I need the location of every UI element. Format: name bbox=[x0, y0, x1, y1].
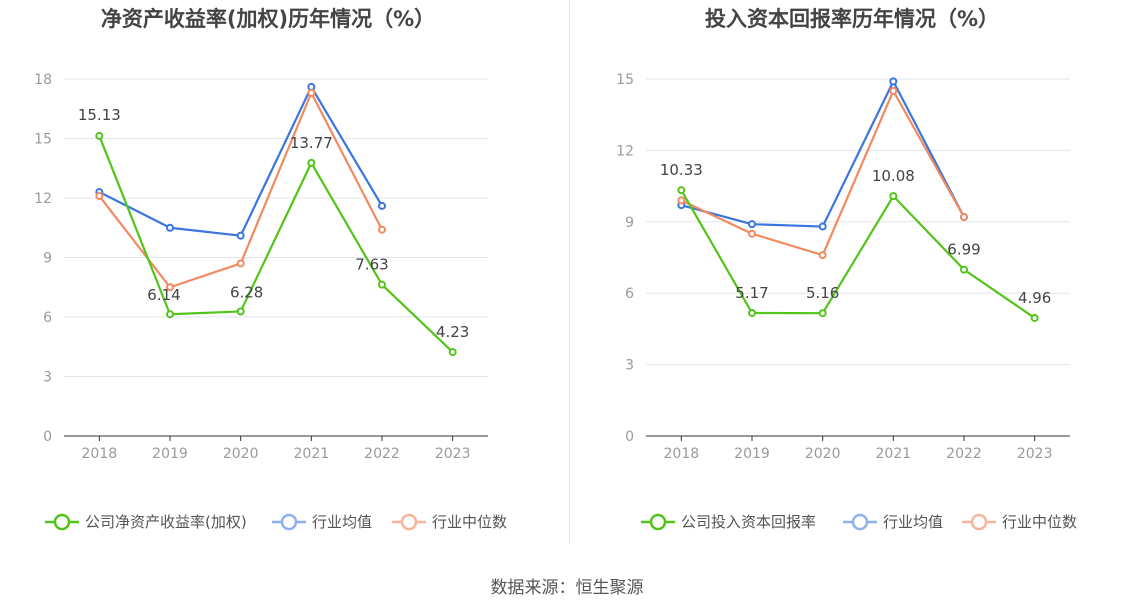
legend-item-industry-avg: 行业均值 bbox=[272, 513, 372, 531]
company-point bbox=[166, 310, 174, 319]
legend-item-company: 公司净资产收益率(加权) bbox=[45, 513, 247, 531]
y-tick-label: 3 bbox=[625, 358, 634, 374]
x-tick-label: 2022 bbox=[946, 446, 982, 462]
roe-chart: 净资产收益率(加权)历年情况（%） 0 3 6 9 12 15 18 2018 2019 2020 2… bbox=[34, 7, 507, 531]
x-tick-label: 2022 bbox=[364, 446, 400, 462]
x-tick-label: 2021 bbox=[294, 446, 330, 462]
legend-item-industry-median: 行业中位数 bbox=[962, 513, 1077, 531]
x-tick-label: 2020 bbox=[805, 446, 841, 462]
data-label: 7.63 bbox=[355, 256, 388, 274]
x-tick-label: 2021 bbox=[876, 446, 912, 462]
panel-divider bbox=[569, 0, 570, 545]
company-point bbox=[1030, 313, 1039, 322]
x-tick-label: 2020 bbox=[223, 446, 259, 462]
industry-avg-point bbox=[748, 220, 756, 229]
data-label: 5.17 bbox=[735, 284, 768, 302]
y-tick-label: 6 bbox=[43, 310, 52, 326]
industry-median-point bbox=[307, 88, 316, 97]
legend-item-company: 公司投入资本回报率 bbox=[641, 513, 816, 531]
x-tick-label: 2018 bbox=[664, 446, 700, 462]
y-tick-label: 15 bbox=[616, 72, 634, 88]
industry-median-point bbox=[236, 259, 245, 268]
legend-swatch-marker bbox=[649, 513, 667, 531]
data-label: 15.13 bbox=[78, 106, 121, 124]
roic-chart: 投入资本回报率历年情况（%） 0 3 6 9 12 15 2018 2019 2020 2021 20… bbox=[616, 7, 1077, 531]
industry-avg-point bbox=[378, 201, 386, 210]
company-point bbox=[960, 265, 968, 274]
data-label: 4.23 bbox=[436, 323, 469, 341]
industry-avg-point bbox=[236, 231, 245, 240]
legend-swatch-marker bbox=[970, 513, 988, 531]
company-point bbox=[677, 186, 686, 195]
legend-label: 行业均值 bbox=[883, 513, 943, 531]
industry-median-point bbox=[748, 229, 756, 238]
y-tick-label: 9 bbox=[625, 215, 634, 231]
legend-label: 公司净资产收益率(加权) bbox=[85, 513, 247, 531]
data-label: 13.77 bbox=[290, 134, 333, 152]
legend-item-industry-avg: 行业均值 bbox=[843, 513, 943, 531]
data-label: 6.99 bbox=[947, 241, 980, 259]
x-tick-label: 2019 bbox=[152, 446, 188, 462]
industry-avg-point bbox=[166, 223, 174, 232]
x-tick-label: 2018 bbox=[82, 446, 118, 462]
data-label: 4.96 bbox=[1018, 289, 1051, 307]
legend-swatch-marker bbox=[400, 513, 418, 531]
industry-median-point bbox=[960, 213, 968, 222]
chart-title: 净资产收益率(加权)历年情况（%） bbox=[101, 7, 435, 31]
x-tick-label: 2023 bbox=[435, 446, 471, 462]
y-tick-label: 0 bbox=[625, 429, 634, 445]
company-point bbox=[95, 131, 104, 140]
data-label: 10.33 bbox=[660, 161, 703, 179]
y-tick-label: 9 bbox=[43, 251, 52, 267]
company-line bbox=[680, 189, 1036, 319]
company-point bbox=[889, 192, 898, 201]
legend-swatch-marker bbox=[280, 513, 298, 531]
company-point bbox=[748, 308, 756, 317]
y-tick-label: 3 bbox=[43, 370, 52, 386]
industry-avg-point bbox=[818, 222, 827, 231]
y-tick-label: 12 bbox=[34, 191, 52, 207]
data-label: 5.16 bbox=[806, 284, 839, 302]
legend-label: 公司投入资本回报率 bbox=[681, 513, 816, 531]
company-point bbox=[818, 309, 827, 318]
legend-label: 行业均值 bbox=[312, 513, 372, 531]
company-point bbox=[307, 158, 316, 167]
company-point bbox=[378, 280, 386, 289]
legend-label: 行业中位数 bbox=[432, 513, 507, 531]
industry-median-line bbox=[98, 91, 383, 289]
y-tick-label: 6 bbox=[625, 286, 634, 302]
y-tick-label: 15 bbox=[34, 132, 52, 148]
company-line bbox=[98, 135, 454, 353]
industry-median-point bbox=[378, 225, 386, 234]
industry-median-point bbox=[889, 86, 898, 95]
company-point bbox=[448, 348, 457, 357]
legend-item-industry-median: 行业中位数 bbox=[392, 513, 507, 531]
y-tick-label: 0 bbox=[43, 429, 52, 445]
chart-title: 投入资本回报率历年情况（%） bbox=[705, 7, 999, 31]
industry-median-point bbox=[677, 196, 686, 205]
data-label: 6.14 bbox=[147, 286, 180, 304]
data-source: 数据来源：恒生聚源 bbox=[490, 578, 644, 598]
industry-median-point bbox=[95, 192, 104, 201]
data-label: 6.28 bbox=[230, 283, 263, 301]
y-tick-label: 12 bbox=[616, 143, 634, 159]
industry-median-point bbox=[166, 283, 174, 292]
x-tick-label: 2023 bbox=[1017, 446, 1053, 462]
x-tick-label: 2019 bbox=[734, 446, 770, 462]
industry-avg-point bbox=[889, 77, 898, 86]
legend-swatch-marker bbox=[851, 513, 869, 531]
industry-avg-line bbox=[681, 80, 965, 228]
industry-median-point bbox=[818, 251, 827, 260]
y-tick-label: 18 bbox=[34, 72, 52, 88]
legend-label: 行业中位数 bbox=[1002, 513, 1077, 531]
legend-swatch-marker bbox=[53, 513, 71, 531]
company-point bbox=[236, 307, 245, 316]
data-label: 10.08 bbox=[872, 167, 915, 185]
